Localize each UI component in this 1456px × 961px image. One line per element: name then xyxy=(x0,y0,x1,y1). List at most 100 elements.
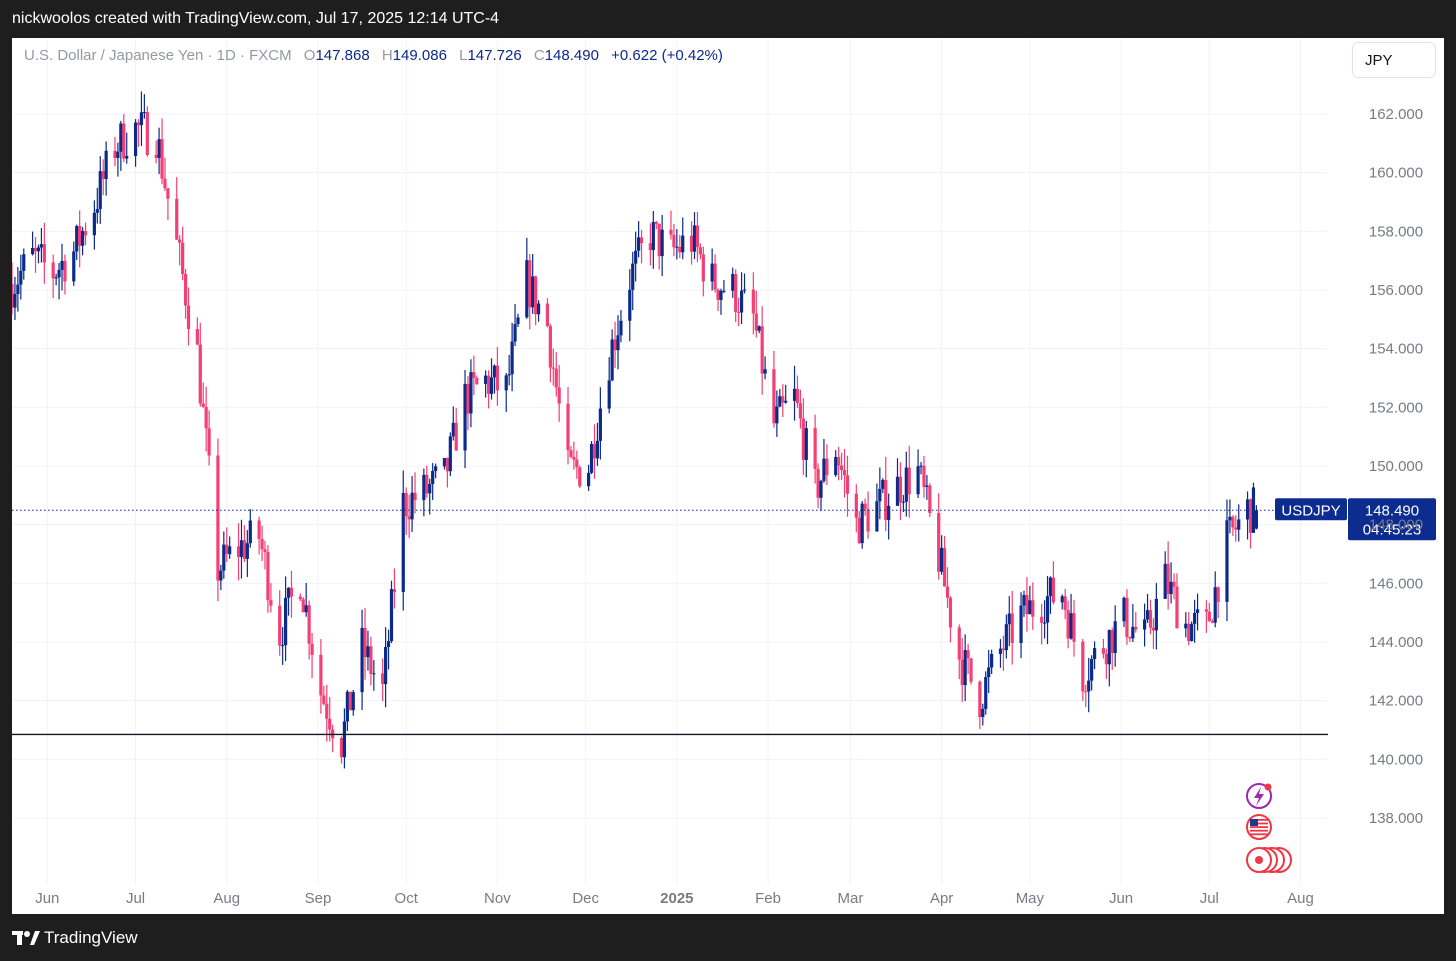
candle-up xyxy=(222,544,226,571)
candle-down xyxy=(1210,621,1214,623)
y-tick-label: 160.000 xyxy=(1369,165,1423,182)
candle-down xyxy=(301,599,305,613)
y-tick-label: 156.000 xyxy=(1369,282,1423,299)
candle-down xyxy=(713,263,717,290)
candle-down xyxy=(654,221,658,224)
candle-down xyxy=(298,596,302,600)
candle-down xyxy=(266,551,270,601)
candle-down xyxy=(945,586,950,598)
candle-down xyxy=(404,492,408,517)
candle-up xyxy=(1145,610,1150,620)
candle-down xyxy=(181,242,185,274)
candle-down xyxy=(825,458,829,476)
candle-up xyxy=(895,476,900,506)
candle-up xyxy=(616,335,620,351)
us-calendar-events-icon xyxy=(1246,847,1292,873)
candle-down xyxy=(1104,653,1108,665)
candle-down xyxy=(363,627,367,658)
y-tick-label: 138.000 xyxy=(1369,810,1423,827)
candles xyxy=(12,91,1258,769)
candle-down xyxy=(307,605,311,644)
candle-down xyxy=(186,305,191,330)
candle-up xyxy=(95,209,99,213)
lightning-bolt xyxy=(1254,787,1264,806)
candle-down xyxy=(689,235,694,252)
candle-down xyxy=(413,492,417,501)
candle-down xyxy=(1187,623,1191,642)
candle-up xyxy=(1007,613,1011,625)
candle-up xyxy=(157,139,161,158)
candle-up xyxy=(719,290,723,300)
symbol-price-tag[interactable]: USDJPY xyxy=(1275,498,1347,521)
candle-down xyxy=(528,260,532,308)
currency-button[interactable]: JPY xyxy=(1352,42,1436,78)
candle-up xyxy=(139,112,144,126)
low-value: 147.726 xyxy=(467,47,522,64)
chart-panel[interactable]: USDJPY 148.490 04:45:23 138.000 140.000 142.… xyxy=(12,38,1444,914)
candle-up xyxy=(1004,624,1008,651)
candle-up xyxy=(428,484,432,494)
candle-down xyxy=(701,254,705,282)
candle-up xyxy=(822,458,826,481)
candle-up xyxy=(384,647,388,685)
candle-up xyxy=(637,237,641,251)
candle-up xyxy=(595,440,600,459)
candle-down xyxy=(648,243,652,251)
last-price-label: 148.490 xyxy=(1365,502,1419,519)
candle-up xyxy=(510,341,514,375)
candle-up xyxy=(1122,597,1126,622)
candle-down xyxy=(195,329,199,345)
candle-up xyxy=(1042,622,1047,624)
candle-up xyxy=(916,466,920,495)
candle-up xyxy=(778,396,782,407)
candle-up xyxy=(1069,613,1073,639)
candle-up xyxy=(881,479,885,489)
x-tick-label: Feb xyxy=(755,890,781,907)
candle-up xyxy=(219,570,223,581)
candle-down xyxy=(145,112,149,155)
candle-down xyxy=(1063,596,1067,610)
candle-up xyxy=(1092,648,1097,659)
flag-stripe xyxy=(1250,822,1268,825)
candle-down xyxy=(816,468,820,498)
x-tick-label: Jun xyxy=(1109,890,1133,907)
candle-down xyxy=(545,303,550,327)
x-tick-label: May xyxy=(1016,890,1045,907)
candle-up xyxy=(990,653,994,668)
candle-up xyxy=(1225,520,1229,602)
candle-up xyxy=(901,501,905,503)
open-value: 147.868 xyxy=(315,47,370,64)
flag-stripe xyxy=(1250,819,1268,821)
candle-up xyxy=(998,648,1003,654)
x-tick-label: Aug xyxy=(1287,890,1314,907)
price-chart[interactable]: USDJPY 148.490 04:45:23 138.000 140.000 142.… xyxy=(12,38,1444,914)
candle-up xyxy=(448,436,452,472)
candle-down xyxy=(922,465,926,487)
candle-up xyxy=(586,472,591,487)
candle-down xyxy=(1151,627,1156,631)
candle-down xyxy=(857,517,861,544)
candle-down xyxy=(966,650,970,659)
candle-down xyxy=(551,367,555,369)
candle-up xyxy=(286,587,291,598)
candle-down xyxy=(845,475,850,494)
candle-down xyxy=(1072,613,1076,642)
candle-up xyxy=(1254,510,1258,529)
symbol-title[interactable]: U.S. Dollar / Japanese Yen · 1D · FXCM xyxy=(24,47,292,64)
candle-up xyxy=(739,290,744,313)
candle-up xyxy=(1090,658,1094,681)
candle-down xyxy=(83,231,88,236)
candle-up xyxy=(60,260,64,270)
y-tick-label: 140.000 xyxy=(1369,751,1423,768)
candle-up xyxy=(351,692,355,711)
candle-down xyxy=(1084,691,1088,693)
candle-down xyxy=(236,546,241,557)
candle-up xyxy=(598,408,602,441)
candle-down xyxy=(495,365,500,391)
candle-down xyxy=(425,474,429,494)
candle-down xyxy=(907,467,911,495)
candle-down xyxy=(837,456,841,466)
candle-down xyxy=(737,311,741,313)
candle-up xyxy=(410,492,414,520)
candle-up xyxy=(504,375,508,391)
